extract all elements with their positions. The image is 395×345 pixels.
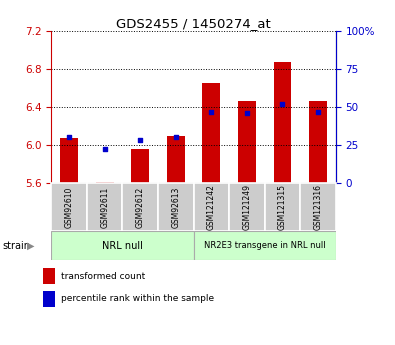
Text: transformed count: transformed count [60, 272, 145, 281]
Text: GSM92610: GSM92610 [65, 186, 73, 228]
Text: ▶: ▶ [27, 241, 34, 251]
Point [173, 135, 179, 140]
Text: GSM92613: GSM92613 [171, 186, 180, 228]
Bar [238, 101, 256, 183]
Point [315, 109, 321, 114]
Bar [300, 183, 336, 231]
Bar [274, 62, 292, 183]
Bar [202, 83, 220, 183]
Bar [43, 291, 55, 307]
Text: GSM121249: GSM121249 [243, 184, 251, 230]
Bar [194, 231, 336, 260]
Bar [51, 183, 87, 231]
Bar [265, 183, 300, 231]
Bar [229, 183, 265, 231]
Point [102, 147, 108, 152]
Point [66, 135, 72, 140]
Bar [131, 149, 149, 183]
Bar [158, 183, 194, 231]
Bar [194, 183, 229, 231]
Text: NRL null: NRL null [102, 241, 143, 251]
Text: GSM121242: GSM121242 [207, 184, 216, 230]
Bar [60, 138, 78, 183]
Point [208, 109, 214, 114]
Text: percentile rank within the sample: percentile rank within the sample [60, 294, 214, 303]
Title: GDS2455 / 1450274_at: GDS2455 / 1450274_at [116, 17, 271, 30]
Text: GSM92611: GSM92611 [100, 186, 109, 228]
Bar [43, 268, 55, 284]
Bar [87, 183, 122, 231]
Bar [309, 101, 327, 183]
Bar [122, 183, 158, 231]
Text: GSM92612: GSM92612 [136, 186, 145, 228]
Text: NR2E3 transgene in NRL null: NR2E3 transgene in NRL null [204, 241, 325, 250]
Text: strain: strain [2, 241, 30, 251]
Bar [96, 182, 114, 183]
Text: GSM121315: GSM121315 [278, 184, 287, 230]
Text: GSM121316: GSM121316 [314, 184, 322, 230]
Point [137, 138, 143, 143]
Bar [51, 231, 194, 260]
Point [279, 101, 286, 107]
Bar [167, 136, 184, 183]
Point [244, 110, 250, 116]
